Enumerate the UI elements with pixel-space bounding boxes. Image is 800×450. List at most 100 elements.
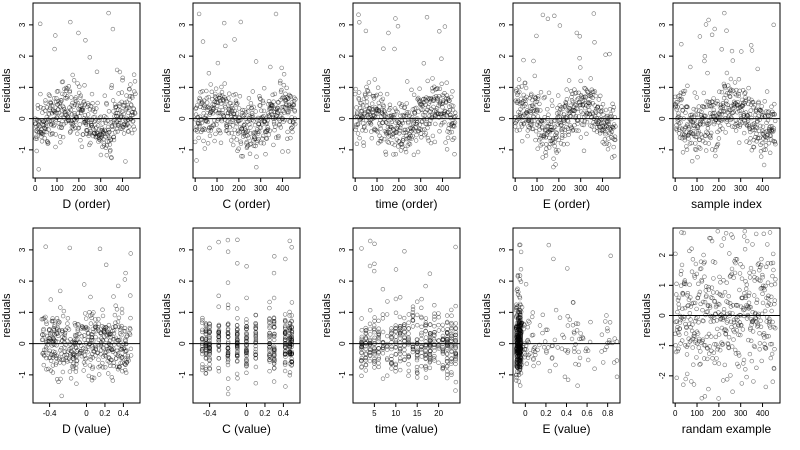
data-point (564, 115, 569, 121)
data-point (253, 381, 259, 386)
data-point (129, 103, 134, 108)
data-point (679, 41, 684, 47)
data-point (77, 84, 82, 89)
data-point (48, 332, 53, 337)
data-point (122, 277, 128, 282)
data-point (731, 337, 736, 342)
data-point (234, 137, 239, 142)
data-point (712, 260, 718, 265)
data-point (284, 101, 289, 106)
data-point (207, 133, 213, 139)
data-point (223, 96, 229, 102)
data-point (410, 324, 416, 329)
data-point (722, 362, 727, 368)
data-point (698, 266, 704, 271)
data-point (253, 340, 258, 345)
data-point (380, 345, 386, 350)
data-point (120, 77, 125, 83)
data-point (244, 370, 249, 375)
data-point (48, 368, 54, 373)
data-point (753, 310, 758, 316)
data-point (736, 332, 741, 337)
data-point (71, 78, 77, 83)
data-point (286, 149, 291, 154)
data-point (56, 327, 62, 333)
data-point (393, 16, 398, 21)
data-point (419, 347, 424, 352)
data-point (580, 336, 586, 341)
data-point (262, 85, 267, 91)
data-point (706, 141, 711, 146)
data-point (283, 354, 288, 359)
data-point (368, 105, 373, 111)
data-point (354, 105, 359, 110)
data-point (724, 28, 729, 33)
data-point (514, 378, 519, 383)
data-point (289, 360, 295, 365)
data-point (449, 320, 454, 326)
data-point (761, 162, 767, 168)
data-point (611, 144, 616, 150)
data-point (440, 365, 445, 370)
data-point (432, 324, 437, 329)
data-point (367, 119, 372, 125)
data-point (222, 81, 227, 86)
x-tick-label: 0 (673, 409, 678, 418)
data-point (453, 361, 458, 367)
data-point (760, 291, 765, 296)
data-point (274, 135, 279, 140)
data-point (372, 349, 377, 354)
data-point (83, 346, 88, 351)
data-point (225, 331, 231, 336)
data-point (389, 340, 394, 345)
data-point (550, 137, 556, 142)
data-point (423, 335, 429, 340)
data-point (267, 337, 272, 343)
data-point (697, 34, 703, 39)
data-point (689, 159, 695, 164)
data-point (430, 133, 436, 139)
data-point (43, 345, 49, 350)
data-point (523, 282, 529, 287)
y-tick-label: -1 (178, 371, 187, 379)
data-point (763, 147, 768, 152)
data-point (368, 238, 373, 244)
data-point (271, 319, 277, 324)
data-point (562, 374, 568, 379)
data-point (231, 111, 237, 117)
data-point (720, 100, 726, 106)
x-axis-label: time (value) (375, 422, 438, 436)
data-point (204, 88, 209, 94)
data-point (249, 117, 255, 122)
data-point (685, 83, 690, 89)
data-point (689, 328, 695, 334)
data-point (411, 92, 417, 98)
data-point (389, 334, 394, 339)
data-point (235, 328, 240, 333)
data-point (524, 110, 529, 115)
data-point (772, 281, 778, 287)
data-point (395, 24, 401, 29)
data-point (678, 272, 684, 277)
data-point (532, 73, 537, 79)
data-point (372, 358, 377, 364)
data-point (514, 302, 519, 307)
data-point (423, 375, 429, 380)
data-point (82, 337, 87, 342)
data-point (41, 332, 47, 338)
x-tick-label: 100 (210, 184, 224, 193)
data-point (726, 335, 732, 340)
data-point (517, 312, 523, 318)
data-point (222, 20, 227, 26)
data-point (353, 91, 358, 97)
data-point (203, 326, 208, 332)
data-point (684, 325, 689, 330)
data-point (376, 364, 381, 370)
data-point (514, 364, 520, 369)
data-point (442, 119, 447, 125)
x-tick-label: 0.2 (259, 409, 271, 418)
data-point (449, 336, 454, 341)
data-point (712, 342, 717, 347)
data-point (673, 251, 678, 257)
data-point (370, 110, 375, 115)
